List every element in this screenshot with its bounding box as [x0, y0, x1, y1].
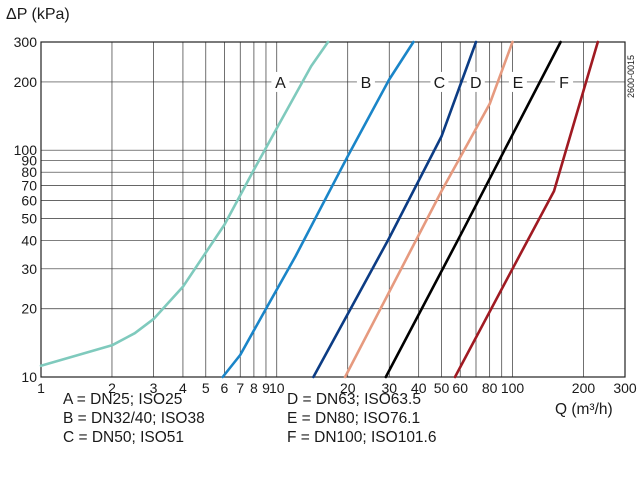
legend-item: E = DN80; ISO76.1 — [287, 410, 421, 427]
x-tick-label: 60 — [452, 380, 468, 396]
series-line-a — [39, 40, 330, 368]
y-tick-label: 10 — [21, 369, 37, 385]
curve-label-layer: A B C D E F — [271, 71, 574, 92]
legend-item: F = DN100; ISO101.6 — [287, 429, 437, 446]
grid-layer — [40, 41, 626, 378]
x-tick-label: 200 — [572, 380, 596, 396]
y-tick-label: 40 — [21, 232, 37, 248]
series-label-d: D — [470, 75, 482, 92]
legend-item: B = DN32/40; ISO38 — [63, 410, 205, 427]
y-tick-label: 300 — [14, 34, 38, 50]
x-tick-label: 5 — [202, 380, 210, 396]
series-label-bg — [555, 71, 574, 92]
figure-code: 2600-0015 — [626, 55, 636, 98]
y-tick-label: 90 — [21, 153, 37, 169]
tick-layer: 1 2 3 4 5 6 7 8 9 10 20 30 40 50 60 80 100 200 30010203040… — [14, 34, 637, 396]
y-tick-label: 30 — [21, 261, 37, 277]
legend-item: A = DN25; ISO25 — [63, 391, 183, 408]
y-tick-label: 200 — [14, 74, 38, 90]
x-tick-label: 10 — [269, 380, 285, 396]
legend-right-column: D = DN63; ISO63.5 E = DN80; ISO76.1 F = … — [287, 390, 436, 447]
legend-item: D = DN63; ISO63.5 — [287, 391, 421, 408]
x-tick-label: 30 — [381, 380, 397, 396]
series-line-c — [312, 40, 478, 379]
x-axis-label: Q (m³/h) — [555, 401, 613, 418]
series-line-d — [343, 40, 514, 379]
y-tick-label: 50 — [21, 210, 37, 226]
series-label-c: C — [434, 75, 446, 92]
series-label-bg — [508, 71, 527, 92]
x-tick-label: 1 — [37, 380, 45, 396]
x-tick-label: 50 — [434, 380, 450, 396]
series-label-f: F — [559, 75, 569, 92]
series-label-bg — [466, 71, 485, 92]
x-tick-label: 40 — [411, 380, 427, 396]
series-label-bg — [271, 71, 290, 92]
series-line-f — [453, 40, 600, 379]
y-tick-label: 100 — [14, 142, 38, 158]
legend-left-column: A = DN25; ISO25 B = DN32/40; ISO38 C = D… — [63, 390, 205, 447]
x-tick-label: 9 — [262, 380, 270, 396]
x-tick-label: 20 — [340, 380, 356, 396]
x-tick-label: 100 — [501, 380, 525, 396]
x-tick-label: 80 — [482, 380, 498, 396]
x-tick-label: 8 — [250, 380, 258, 396]
y-axis-label: ΔP (kPa) — [6, 6, 70, 23]
series-line-e — [384, 40, 562, 379]
x-tick-label: 300 — [613, 380, 637, 396]
y-tick-label: 60 — [21, 193, 37, 209]
y-tick-label: 20 — [21, 301, 37, 317]
series-label-b: B — [361, 75, 372, 92]
series-label-e: E — [513, 75, 524, 92]
x-tick-label: 7 — [236, 380, 244, 396]
x-tick-label: 6 — [221, 380, 229, 396]
y-tick-label: 70 — [21, 177, 37, 193]
series-line-b — [221, 40, 415, 379]
x-tick-label: 4 — [179, 380, 187, 396]
series-label-bg — [356, 71, 375, 92]
x-tick-label: 2 — [108, 380, 116, 396]
plot-frame — [40, 41, 626, 378]
x-tick-label: 3 — [150, 380, 158, 396]
legend-item: C = DN50; ISO51 — [63, 429, 185, 446]
series-label-bg — [430, 71, 449, 92]
y-tick-label: 80 — [21, 164, 37, 180]
series-label-a: A — [275, 75, 286, 92]
curve-layer — [39, 40, 600, 379]
